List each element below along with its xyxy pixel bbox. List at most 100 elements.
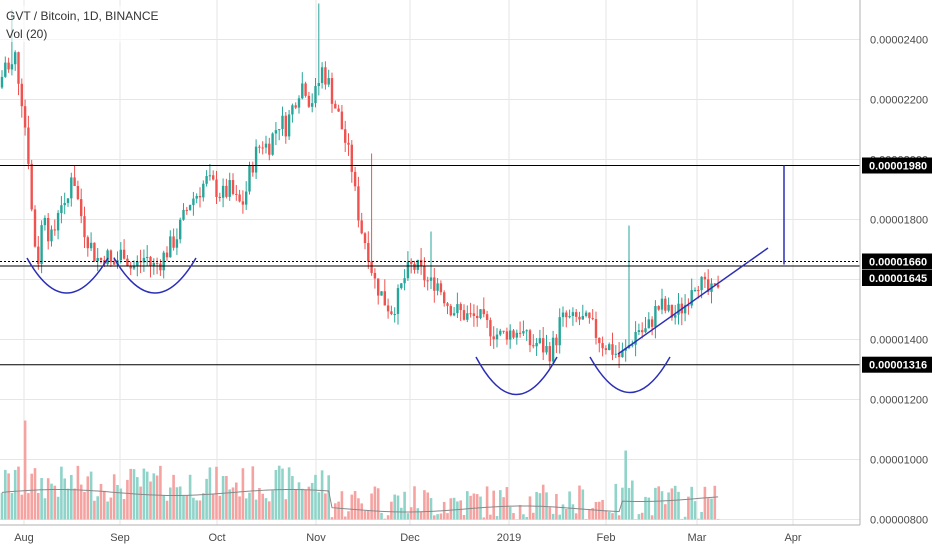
volume-bar [367,510,370,520]
volume-bar [489,514,492,520]
volume-bar [103,490,106,520]
candle-body [284,115,287,137]
volume-bar [654,487,657,520]
volume-bar [588,508,591,520]
candle-body [327,78,330,85]
volume-bar [136,477,139,520]
volume-bar [109,497,113,520]
candle-body [149,256,152,266]
volume-bar [390,501,393,520]
volume-bar [287,467,291,520]
volume-bar [396,495,400,520]
volume-bar [502,497,505,520]
candle-body [403,278,406,284]
candle-body [522,330,525,334]
volume-bar [258,488,261,520]
volume-bar [528,496,532,520]
candle-body [370,261,373,273]
candle-body [591,318,594,320]
candle-body [393,313,396,315]
candle-body [76,185,80,200]
candle-body [601,343,604,349]
volume-bar [268,501,271,520]
volume-bar [43,498,47,520]
candle-body [495,334,499,340]
candle-body [238,194,241,202]
candle-body [99,257,103,261]
candle-body [426,280,429,282]
candle-body [489,320,492,337]
volume-bar [50,483,53,520]
volume-bar [561,504,565,520]
candle-body [575,312,578,317]
volume-bar [340,491,344,520]
candle-body [472,313,476,316]
candle-body [436,283,439,291]
volume-bar [456,501,459,520]
time-axis[interactable]: Aug Sep Oct Nov Dec 2019 Feb Mar Apr [14,532,802,544]
volume-bar [604,510,608,520]
candle-body [40,225,43,265]
volume-bar [426,492,429,520]
volume-bar [225,475,228,520]
candle-body [443,292,446,304]
volume-bar [175,487,179,520]
volume-bar [631,480,634,520]
legend-title: GVT / Bitcoin, 1D, BINANCE [6,9,159,23]
volume-bar [459,500,462,520]
volume-bar [155,475,159,520]
candle-body [621,350,624,358]
volume-bar [380,512,383,520]
candle-body [165,252,169,258]
volume-bar [640,512,644,520]
candle-body [142,257,146,263]
candle-body [106,250,109,265]
volume-bar [499,490,502,520]
candle-body [386,305,390,312]
y-tick-label: 0.00000800 [870,515,928,527]
volume-bar [403,491,406,520]
volume-bar [261,493,264,520]
candle-body [297,98,301,108]
volume-bar [327,475,330,520]
volume-bar [601,499,604,520]
candle-body [172,236,175,248]
volume-bar [680,518,684,520]
candle-body [152,262,155,266]
candle-body [581,315,584,320]
volume-bar [178,486,182,520]
candle-body [693,290,697,292]
volume-moving-average [1,488,719,513]
candle-body [363,233,367,244]
volume-bar [637,514,641,520]
volume-bar [409,507,413,520]
candle-body [558,317,561,346]
y-tick-label: 0.00002200 [870,95,928,107]
x-tick-label: Feb [597,532,616,544]
candle-body [614,353,617,355]
candle-body [340,111,344,130]
candle-body [337,108,340,112]
candle-body [525,330,528,332]
candle-body [53,229,56,231]
volume-ma-line [1,488,719,513]
ascending-trendline [617,247,769,355]
candle-body [271,133,274,155]
volume-bar [208,467,212,520]
volume-bar [294,489,297,520]
volume-bar [241,468,245,520]
volume-bar [324,493,327,520]
candle-body [10,64,14,70]
candle-body [30,163,33,210]
candle-body [294,105,297,108]
candle-body [482,309,485,315]
candle-body [657,306,660,310]
candle-body [63,202,66,206]
volume-bar [126,479,129,520]
candle-body [225,185,228,197]
volume-bar [512,513,515,520]
candle-body [419,259,423,266]
candle-body [654,306,657,327]
candle-body [66,198,70,203]
